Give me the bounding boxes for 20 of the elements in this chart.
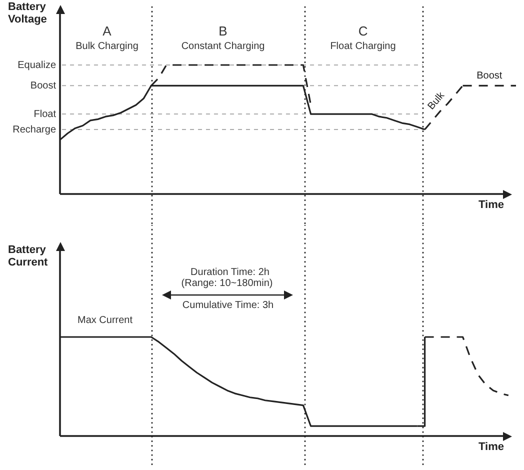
text: (Range: 10~180min) — [181, 278, 273, 289]
x-axis-title: Time — [478, 441, 504, 454]
text: A — [102, 24, 112, 39]
text: C — [358, 24, 368, 39]
ref-line-label: Float — [34, 108, 56, 120]
ref-line-label: Boost — [30, 80, 56, 92]
y-axis-title: Battery Voltage — [8, 1, 47, 26]
text: Float Charging — [330, 40, 396, 52]
y-axis-title: Battery Current — [8, 244, 48, 269]
ref-line-label: Recharge — [12, 124, 56, 136]
text: Bulk Charging — [76, 40, 138, 52]
text: Bulk — [426, 89, 448, 112]
text: Max Current — [77, 314, 133, 326]
ref-line-label: Equalize — [18, 60, 56, 71]
text: Duration Time: 2h — [190, 266, 270, 278]
text: B — [218, 24, 228, 39]
text: Constant Charging — [181, 40, 265, 52]
x-axis-title: Time — [478, 199, 504, 212]
series-label: Boost — [476, 70, 502, 82]
text: Cumulative Time: 3h — [182, 300, 274, 311]
